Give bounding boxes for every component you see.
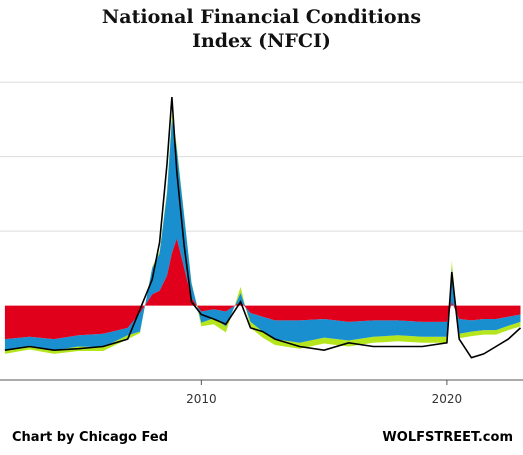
grid-layer <box>0 81 523 232</box>
axis-layer: 2010 2020 <box>0 379 523 406</box>
x-tick-label: 2020 <box>432 392 463 406</box>
watermark-label: WOLFSTREET.com <box>382 430 513 445</box>
nfci-line <box>4 97 522 359</box>
area-layer <box>4 113 521 354</box>
line-layer <box>4 97 522 359</box>
chart-title-line-2: Index (NFCI) <box>192 30 331 52</box>
credit-label: Chart by Chicago Fed <box>12 430 168 445</box>
x-tick-label: 2010 <box>186 392 217 406</box>
risk-area <box>4 238 521 340</box>
chart-title-line-1: National Financial Conditions <box>101 6 422 28</box>
credit-area <box>4 119 521 351</box>
